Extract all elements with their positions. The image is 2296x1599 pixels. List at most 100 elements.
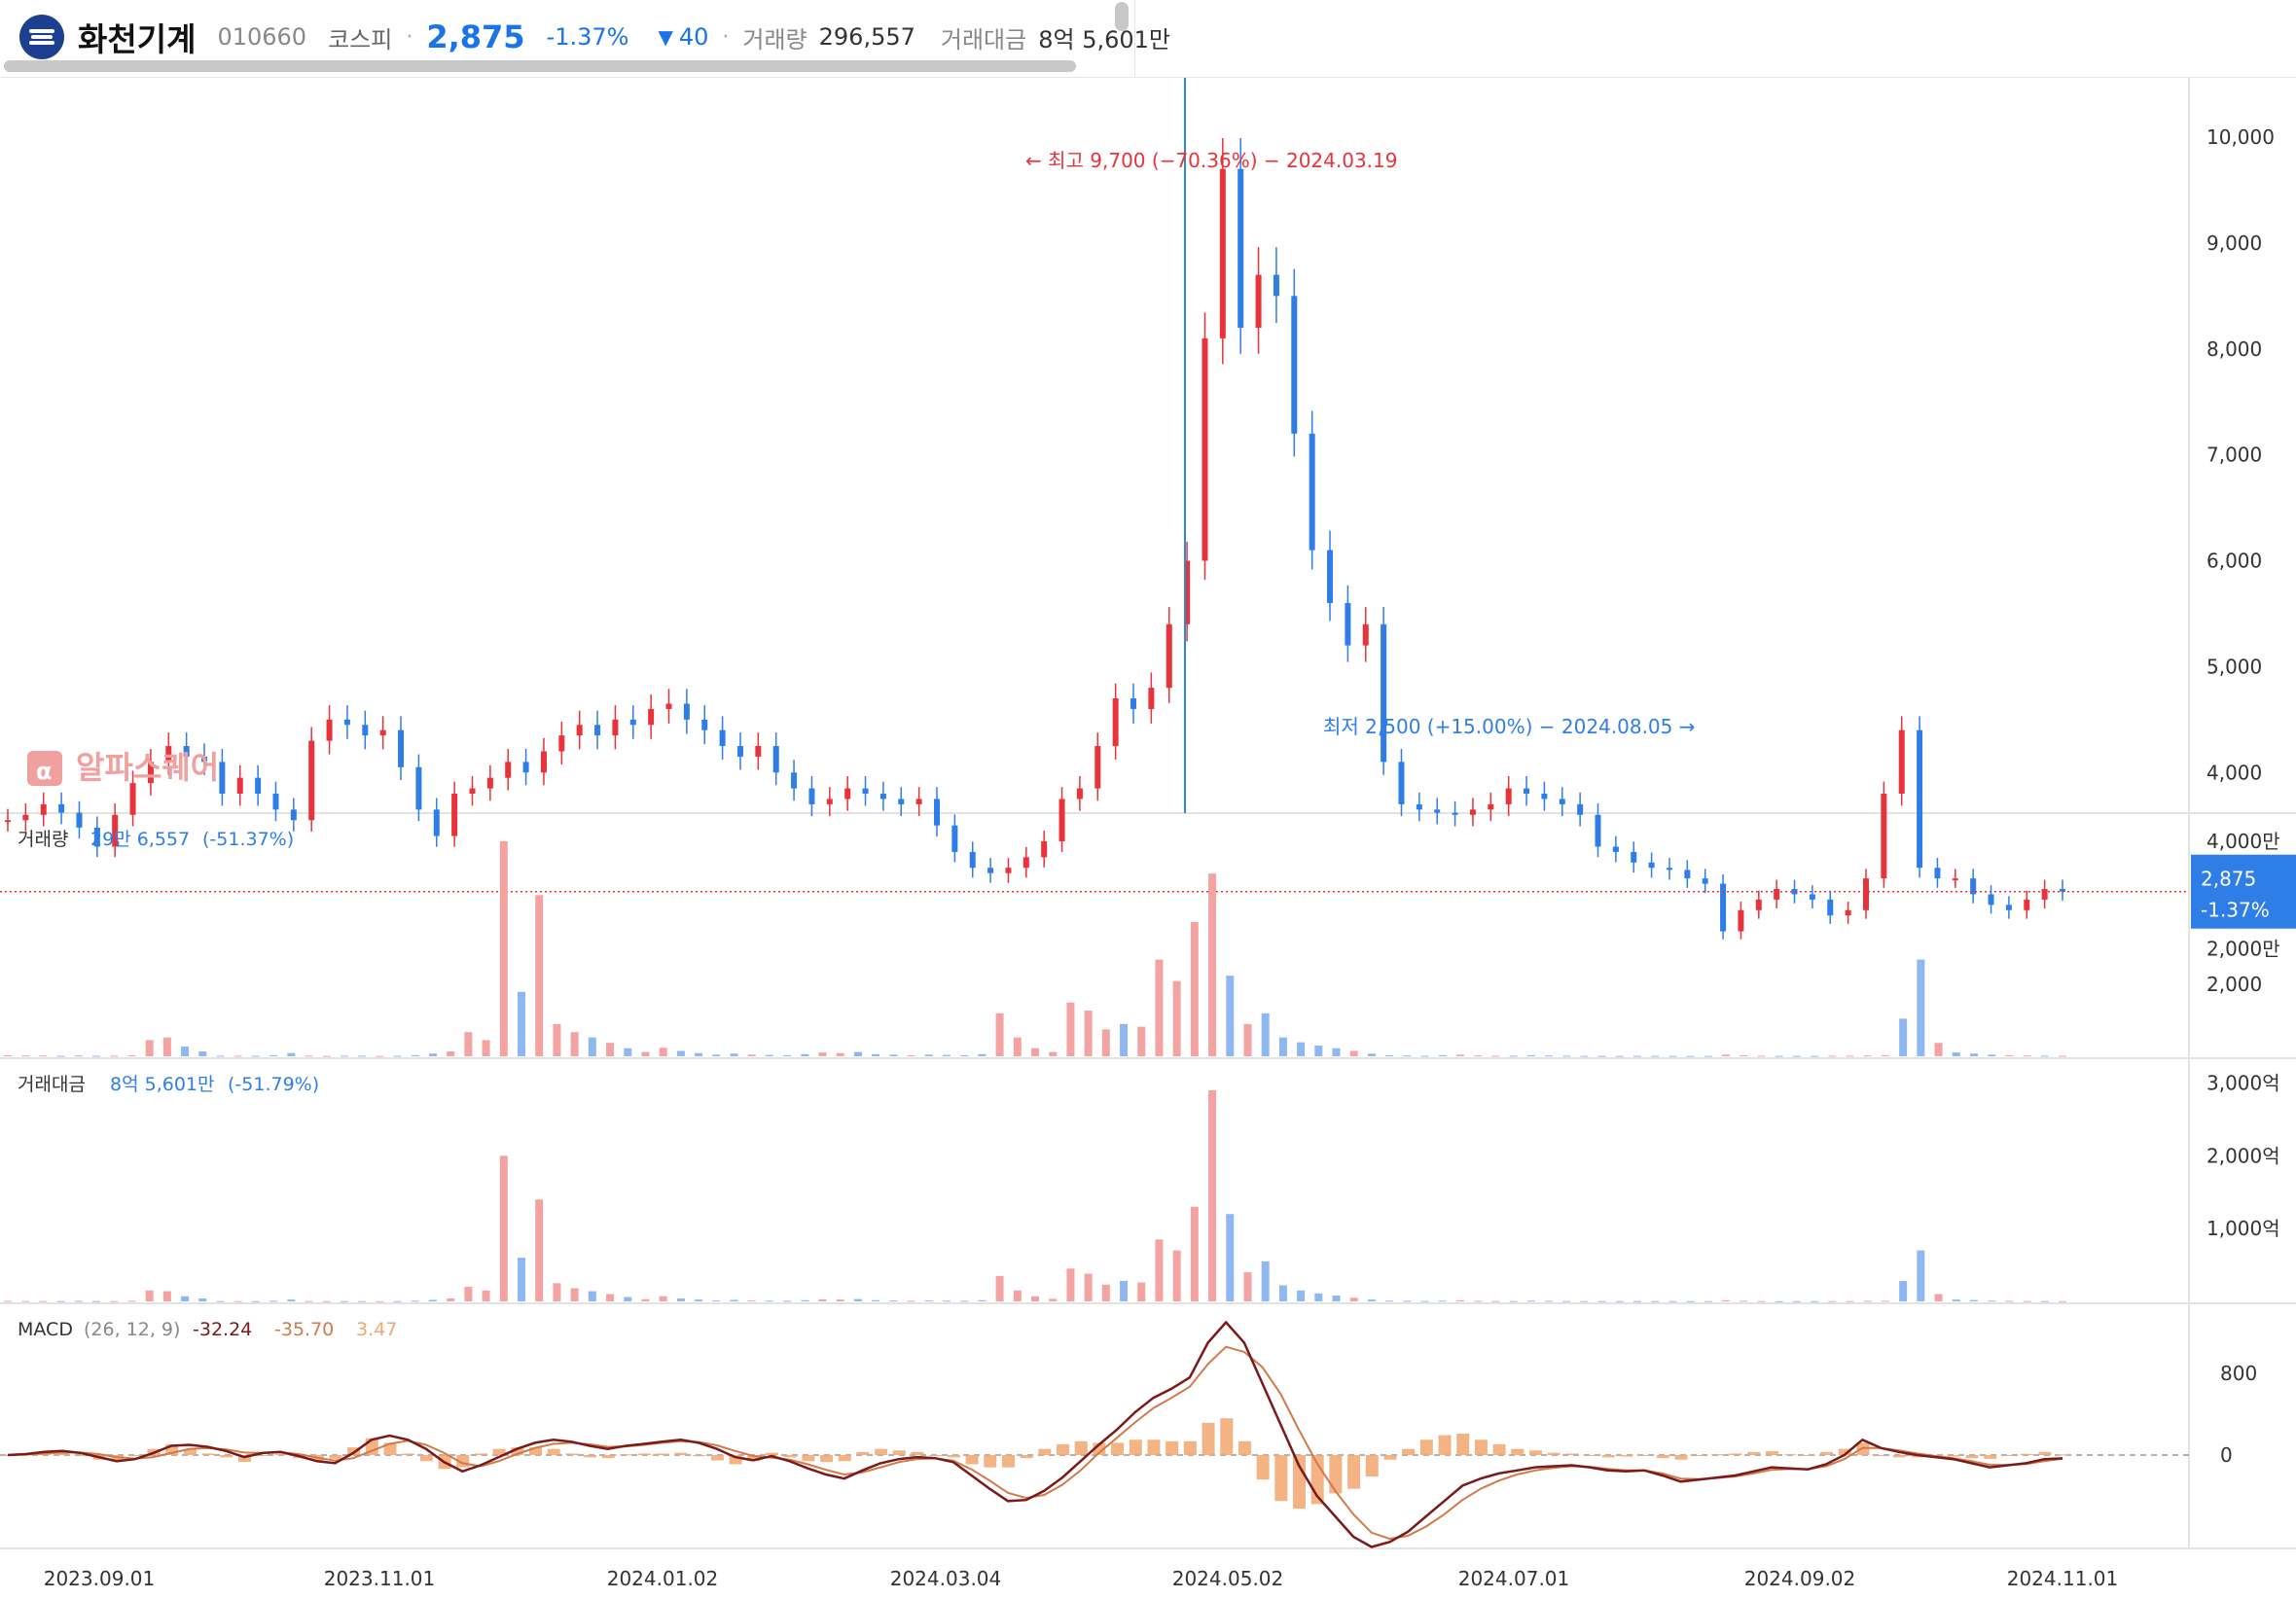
candle-body: [201, 756, 208, 763]
macd-histogram-bar: [220, 1455, 233, 1458]
volume-bar: [1740, 1054, 1748, 1056]
candle-body: [165, 746, 172, 763]
macd-histogram-bar: [1057, 1443, 1070, 1455]
amount-bar: [1740, 1300, 1748, 1302]
candle-body: [1898, 729, 1905, 795]
macd-histogram-bar: [329, 1455, 342, 1459]
amount-bar: [287, 1299, 296, 1301]
volume-bar: [730, 1053, 738, 1056]
amount-label: 거래대금: [940, 25, 1027, 53]
company-logo: [19, 15, 64, 59]
macd-histogram-bar: [1147, 1439, 1161, 1455]
volume-bar: [358, 1055, 367, 1057]
candle-body: [379, 729, 386, 736]
amount-label: 거래대금: [18, 1074, 86, 1095]
macd-histogram-bar: [747, 1455, 761, 1462]
candle-body: [1809, 894, 1815, 900]
amount-bar: [1881, 1300, 1889, 1302]
macd-histogram-bar: [128, 1455, 142, 1456]
amount-bar: [447, 1298, 455, 1301]
amount-bar: [499, 1155, 508, 1301]
volume-bar: [1420, 1055, 1429, 1057]
amount-bar: [376, 1300, 384, 1302]
macd-histogram-bar: [674, 1452, 688, 1455]
volume-bar: [216, 1055, 225, 1057]
macd-histogram-bar: [1802, 1455, 1815, 1456]
amount-bar: [56, 1300, 65, 1302]
volume-bar: [1120, 1023, 1129, 1056]
amount-y-tick: 3,000억: [2206, 1071, 2280, 1094]
amount-bar: [889, 1300, 898, 1302]
macd-histogram-bar: [1765, 1451, 1778, 1455]
candle-body: [755, 746, 762, 757]
candle-body: [1362, 623, 1369, 646]
macd-histogram-bar: [1601, 1455, 1615, 1458]
amount-bar: [1172, 1250, 1181, 1301]
volume-bar: [588, 1037, 596, 1056]
x-axis-tick: 2024.03.04: [890, 1567, 1002, 1590]
macd-histogram-bar: [1256, 1455, 1270, 1480]
candle-body: [5, 820, 11, 823]
volume-bar: [1297, 1042, 1306, 1056]
candle-body: [1881, 794, 1887, 879]
amount-bar: [1066, 1268, 1075, 1301]
amount-bar: [340, 1300, 348, 1302]
macd-histogram-bar: [1729, 1453, 1742, 1455]
separator-dot: ·: [406, 24, 413, 50]
macd-histogram-bar: [584, 1455, 597, 1458]
amount-bar: [765, 1300, 773, 1302]
candle-body: [576, 725, 583, 736]
amount-bar: [1261, 1261, 1270, 1301]
candle-body: [2060, 889, 2065, 892]
amount-bar: [535, 1199, 544, 1301]
volume-bar: [924, 1054, 933, 1056]
macd-histogram-bar: [1965, 1455, 1979, 1459]
candle-body: [1058, 799, 1065, 842]
vertical-scrollbar[interactable]: [1115, 2, 1129, 31]
macd-histogram-bar: [1693, 1455, 1706, 1456]
volume-value: 29만 6,557: [90, 829, 190, 850]
horizontal-scrollbar[interactable]: [4, 60, 1076, 72]
macd-histogram-bar: [1274, 1455, 1288, 1502]
volume-bar: [1633, 1055, 1642, 1057]
amount-bar: [1863, 1300, 1872, 1302]
volume-bar: [1084, 1011, 1093, 1056]
candle-body: [933, 799, 940, 826]
candle-body: [1845, 909, 1851, 916]
volume-bar: [624, 1048, 632, 1056]
amount-bar: [1562, 1300, 1571, 1302]
amount-bar: [818, 1298, 827, 1301]
candle-body: [1774, 889, 1780, 900]
volume-bar: [606, 1043, 615, 1056]
candle-body: [987, 868, 994, 873]
macd-histogram-bar: [1220, 1418, 1234, 1455]
amount-bar: [1226, 1214, 1235, 1301]
amount-bar: [1917, 1250, 1925, 1301]
macd-histogram-bar: [2038, 1451, 2052, 1455]
volume-bar: [995, 1013, 1004, 1056]
candle-body: [2041, 889, 2048, 900]
candle-body: [1219, 168, 1226, 338]
amount-bar: [942, 1300, 951, 1302]
candle-body: [1022, 857, 1029, 869]
candle-body: [1755, 899, 1762, 910]
stock-name[interactable]: 화천기계: [78, 20, 197, 58]
volume-value: 296,557: [818, 23, 915, 51]
amount-bar: [1934, 1294, 1943, 1301]
stock-chart[interactable]: 10,000 9,000 8,000 7,000 6,000 5,000 4,000 2,00…: [0, 78, 2296, 1599]
amount-bar: [233, 1300, 242, 1302]
macd-histogram-bar: [1656, 1455, 1669, 1459]
volume-bar: [553, 1023, 561, 1056]
amount-bar: [730, 1299, 738, 1301]
volume-bar: [1597, 1055, 1606, 1057]
volume-bar: [92, 1055, 101, 1057]
candle-body: [40, 803, 47, 815]
macd-histogram-bar: [984, 1455, 997, 1468]
volume-bar: [1243, 1023, 1252, 1056]
amount-y-tick: 2,000억: [2206, 1144, 2280, 1167]
candle-body: [451, 794, 458, 836]
amount-bar: [676, 1298, 685, 1301]
candle-body: [1559, 799, 1565, 804]
volume-bar: [287, 1052, 296, 1056]
amount-bar: [92, 1300, 101, 1302]
